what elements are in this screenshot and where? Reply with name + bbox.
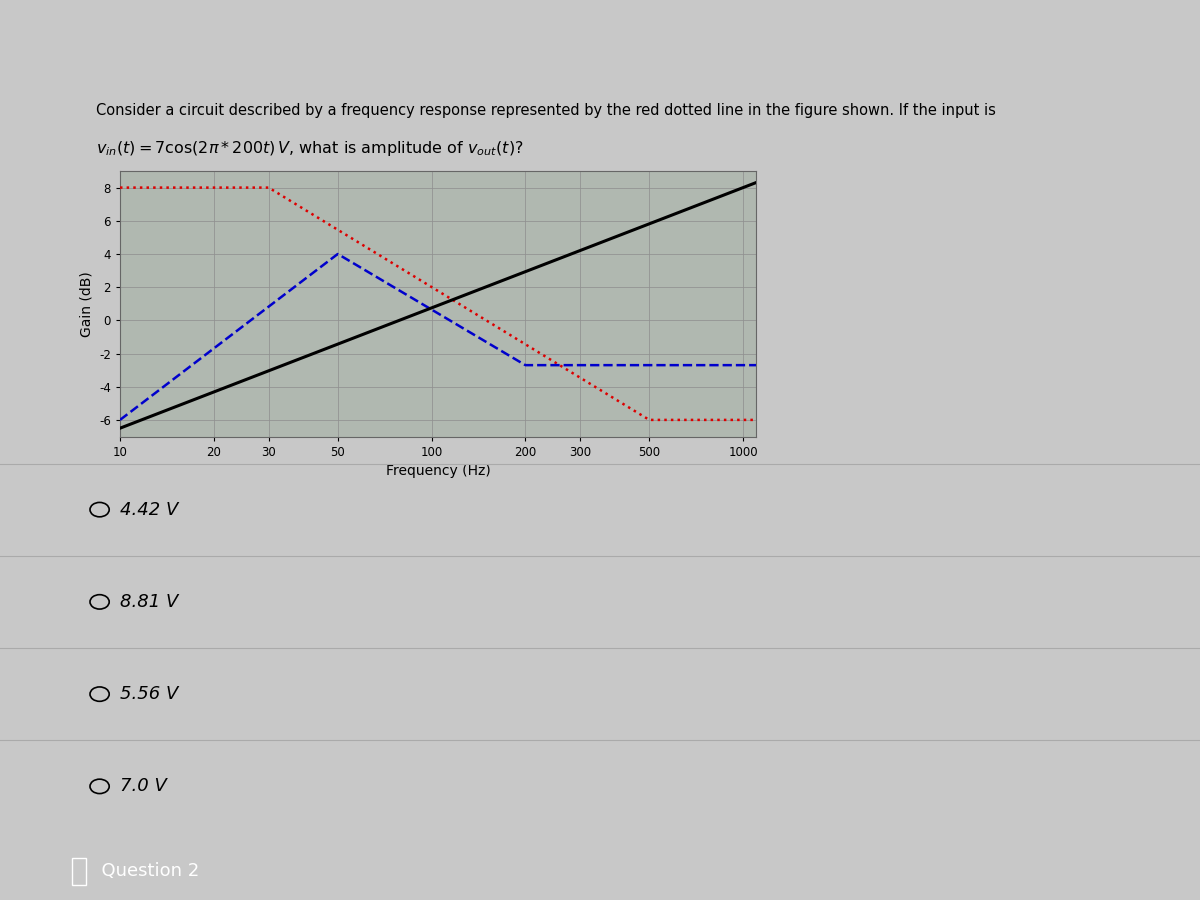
Text: 5.56 V: 5.56 V	[120, 685, 179, 703]
Text: 8.81 V: 8.81 V	[120, 593, 179, 611]
Text: 4.42 V: 4.42 V	[120, 500, 179, 518]
Text: 7.0 V: 7.0 V	[120, 778, 167, 796]
Text: Question 2: Question 2	[90, 862, 199, 880]
Text: $v_{in}(t) = 7\cos(2\pi * 200t)\,V$, what is amplitude of $v_{out}(t)$?: $v_{in}(t) = 7\cos(2\pi * 200t)\,V$, wha…	[96, 140, 523, 158]
Y-axis label: Gain (dB): Gain (dB)	[79, 271, 94, 337]
Text: Consider a circuit described by a frequency response represented by the red dott: Consider a circuit described by a freque…	[96, 104, 996, 119]
X-axis label: Frequency (Hz): Frequency (Hz)	[385, 464, 491, 478]
